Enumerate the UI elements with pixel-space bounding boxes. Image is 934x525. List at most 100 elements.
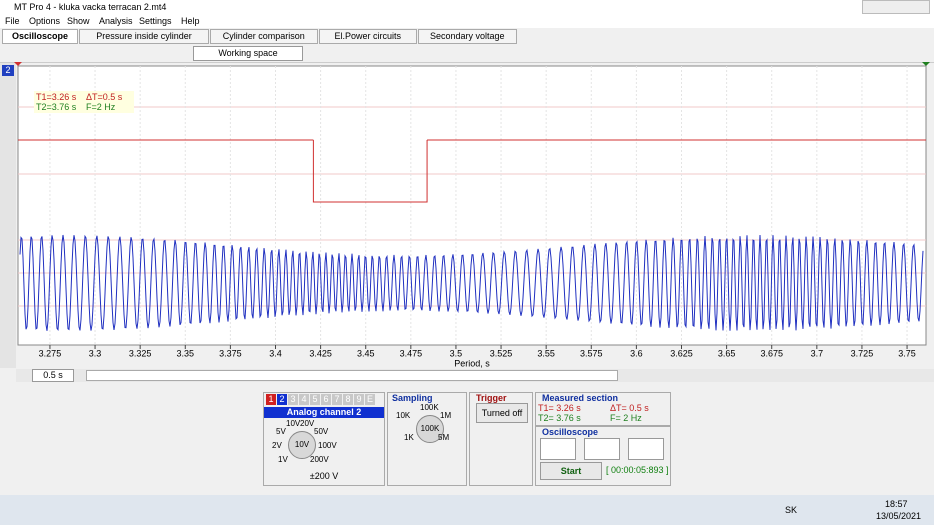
taskbar: SK 18:57 13/05/2021 <box>0 495 934 525</box>
knob-label: 1V <box>278 455 288 464</box>
channel-button[interactable]: 1 <box>266 394 276 405</box>
x-tick-label: 3.65 <box>718 348 736 358</box>
trigger-panel: Trigger Turned off <box>469 392 533 486</box>
menu-item[interactable]: Analysis <box>99 16 133 26</box>
plot-area <box>18 66 926 345</box>
channel-button[interactable]: 2 <box>277 394 287 405</box>
date: 13/05/2021 <box>876 511 921 521</box>
timer: [ 00:00:05:893 ] <box>606 465 669 475</box>
tab[interactable]: Pressure inside cylinder <box>79 29 209 44</box>
x-tick-label: 3.725 <box>851 348 874 358</box>
x-tick-label: 3.75 <box>898 348 916 358</box>
knob-label: 100V <box>318 441 337 450</box>
mode-2[interactable] <box>584 438 620 460</box>
knob-label: 1M <box>440 411 451 420</box>
trigger-button[interactable]: Turned off <box>476 403 528 423</box>
osc-title: Oscilloscope <box>542 427 598 437</box>
channel-button[interactable]: 3 <box>288 394 298 405</box>
tab[interactable]: Cylinder comparison <box>210 29 318 44</box>
x-tick-label: 3.575 <box>580 348 603 358</box>
knob-label: 1K <box>404 433 414 442</box>
time: 18:57 <box>885 499 908 509</box>
tab[interactable]: Oscilloscope <box>2 29 78 44</box>
window-controls[interactable] <box>862 0 930 14</box>
x-tick-label: 3.4 <box>269 348 282 358</box>
knob-label: 200V <box>310 455 329 464</box>
trigger-title: Trigger <box>476 393 507 403</box>
scroll-thumb[interactable] <box>86 370 618 381</box>
menu-item[interactable]: Help <box>181 16 200 26</box>
tab[interactable]: Secondary voltage <box>418 29 517 44</box>
channel-panel: 123456789E Analog channel 2 10V10V20V5V5… <box>263 392 385 486</box>
t1: T1=3.26 s <box>36 92 76 102</box>
menu-bar: File Options Show Analysis Settings Help <box>0 14 934 28</box>
x-tick-label: 3.55 <box>537 348 555 358</box>
scroll-bar: 0.5 s <box>16 369 934 382</box>
x-tick-label: 3.375 <box>219 348 242 358</box>
m-dt: ΔT= 0.5 s <box>610 403 649 413</box>
x-tick-label: 3.675 <box>760 348 783 358</box>
knob-label: 10V <box>286 419 300 428</box>
channel-button[interactable]: E <box>365 394 375 405</box>
x-tick-label: 3.6 <box>630 348 643 358</box>
mode-3[interactable] <box>628 438 664 460</box>
knob-label: 2V <box>272 441 282 450</box>
workspace-select[interactable]: Working space <box>193 46 303 61</box>
menu-item[interactable]: File <box>5 16 20 26</box>
x-tick-label: 3.45 <box>357 348 375 358</box>
knob-value: 10V <box>288 440 316 449</box>
start-button[interactable]: Start <box>540 462 602 480</box>
knob-label: 50V <box>314 427 328 436</box>
channel-button[interactable]: 6 <box>321 394 331 405</box>
cursor-info: T1=3.26 s ΔT=0.5 s T2=3.76 s F=2 Hz <box>34 91 134 113</box>
zoom[interactable]: 0.5 s <box>32 369 74 382</box>
knob-label: 100K <box>420 403 439 412</box>
tab[interactable]: El.Power circuits <box>319 29 418 44</box>
lang: SK <box>785 505 797 515</box>
channel-button[interactable]: 4 <box>299 394 309 405</box>
x-tick-label: 3.475 <box>400 348 423 358</box>
x-tick-label: 3.3 <box>89 348 102 358</box>
t2: T2=3.76 s <box>36 102 76 112</box>
title-bar: MT Pro 4 - kluka vacka terracan 2.mt4 <box>0 0 934 14</box>
sampling-title: Sampling <box>392 393 433 403</box>
x-tick-label: 3.35 <box>177 348 195 358</box>
knob-label: 10K <box>396 411 410 420</box>
x-tick-label: 3.425 <box>309 348 332 358</box>
knob-value: 100K <box>416 424 444 433</box>
knob-label: 20V <box>300 419 314 428</box>
channel-button[interactable]: 7 <box>332 394 342 405</box>
channel-button[interactable]: 5 <box>310 394 320 405</box>
channel-button[interactable]: 8 <box>343 394 353 405</box>
measured-panel: Measured section T1= 3.26 s ΔT= 0.5 s T2… <box>535 392 671 426</box>
window-title: MT Pro 4 - kluka vacka terracan 2.mt4 <box>14 2 166 12</box>
knob-label: 5V <box>276 427 286 436</box>
menu-item[interactable]: Options <box>29 16 60 26</box>
menu-item[interactable]: Settings <box>139 16 172 26</box>
sampling-panel: Sampling 100K 100K 10K 1M 1K 5M <box>387 392 467 486</box>
x-tick-label: 3.525 <box>490 348 513 358</box>
tab-bar: OscilloscopePressure inside cylinderCyli… <box>0 29 934 44</box>
mode-1[interactable] <box>540 438 576 460</box>
cursor-right <box>922 62 930 66</box>
channel-title: Analog channel 2 <box>264 407 384 418</box>
x-tick-label: 3.275 <box>39 348 62 358</box>
x-tick-label: 3.7 <box>811 348 824 358</box>
channel-button[interactable]: 9 <box>354 394 364 405</box>
range[interactable]: ±200 V <box>264 471 384 481</box>
menu-item[interactable]: Show <box>67 16 90 26</box>
measured-title: Measured section <box>542 393 618 403</box>
x-tick-label: 3.625 <box>670 348 693 358</box>
cursor-left <box>14 62 22 66</box>
toolbar: Working space <box>0 45 934 63</box>
x-axis-label: Period, s <box>454 358 490 368</box>
x-tick-label: 3.5 <box>450 348 463 358</box>
oscilloscope-chart: 3.275 3.3 3.325 3.35 3.375 3.4 3.425 3.45 3.475 3… <box>0 62 934 368</box>
dt: ΔT=0.5 s <box>86 92 122 102</box>
oscilloscope-panel: Oscilloscope Start [ 00:00:05:893 ] <box>535 426 671 486</box>
f: F=2 Hz <box>86 102 115 112</box>
x-tick-label: 3.325 <box>129 348 152 358</box>
m-t2: T2= 3.76 s <box>538 413 581 423</box>
knob-label: 5M <box>438 433 449 442</box>
